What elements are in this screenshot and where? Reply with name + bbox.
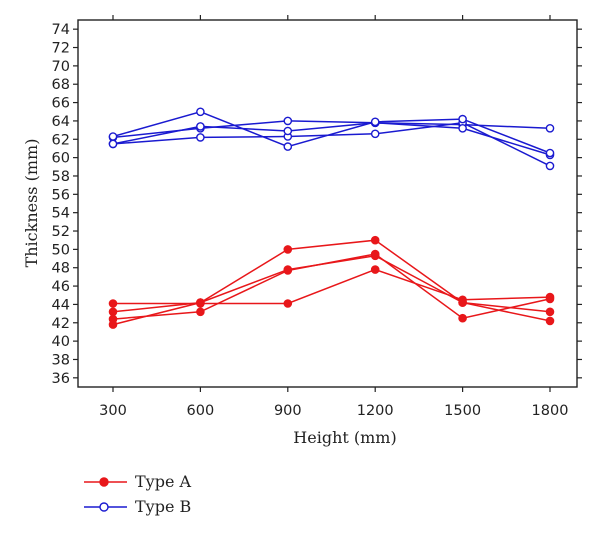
x-tick-label: 900 [274,403,302,419]
data-point-a [283,265,293,274]
data-point-b [458,114,467,124]
data-point-b [545,124,555,133]
y-tick-label: 68 [52,77,70,93]
series-line-b-7 [112,122,551,156]
data-point-b [283,116,293,126]
y-tick-label: 74 [52,22,70,38]
series-line-b-8 [112,111,551,154]
y-tick-label: 38 [52,352,70,368]
data-point-a [108,299,118,308]
series-line-b-6 [112,122,551,167]
data-point-b [196,122,205,131]
legend-label: Type B [135,497,191,516]
series-layer [108,107,555,329]
legend-marker [99,502,109,512]
data-point-b [196,107,205,117]
data-point-a [283,245,293,254]
data-point-a [196,298,205,307]
y-tick-label: 46 [52,279,70,295]
x-tick-label: 300 [99,403,127,419]
x-axis-title: Height (mm) [293,428,396,447]
series-line-a-4 [112,255,551,326]
data-point-b [370,129,380,139]
data-point-a [545,316,555,326]
data-point-b [108,132,118,141]
y-tick-label: 48 [52,261,70,277]
y-tick-label: 60 [52,151,70,167]
y-tick-label: 42 [52,316,70,332]
legend: Type A Type B [84,472,192,516]
data-point-a [370,235,380,245]
data-point-b [370,117,380,127]
series-line-a-2 [112,239,551,313]
data-point-a [196,307,205,317]
legend-label: Type A [135,472,192,491]
y-tick-label: 56 [52,187,70,203]
y-tick-label: 66 [52,96,70,112]
y-tick-label: 52 [52,224,70,240]
x-tick-label: 1500 [444,403,481,419]
data-point-b [545,161,555,171]
y-axis: 36 38 40 42 44 46 48 50 52 54 56 58 60 62 64 66 68 70 72 74 [52,22,582,387]
x-tick-label: 1800 [532,403,569,419]
y-tick-label: 58 [52,169,70,185]
data-point-a [283,299,293,308]
plot-frame [77,19,578,388]
data-point-b [545,148,555,158]
data-point-a [458,298,467,307]
data-point-b [283,142,293,151]
data-point-b [196,133,205,142]
data-point-b [458,124,467,133]
data-point-b [108,139,118,149]
data-point-a [545,294,555,304]
data-point-b [283,126,293,136]
y-tick-label: 50 [52,242,70,258]
y-tick-label: 44 [52,297,70,313]
y-tick-label: 40 [52,334,70,350]
legend-marker [99,477,109,487]
data-point-a [458,313,467,323]
data-point-a [108,320,118,329]
y-tick-label: 62 [52,132,70,148]
y-tick-label: 70 [52,59,70,75]
data-point-a [370,265,380,274]
y-tick-label: 54 [52,206,70,222]
data-point-a [545,307,555,317]
y-tick-label: 72 [52,41,70,57]
data-point-a [370,251,380,261]
x-axis: 300 600 900 1200 1500 1800 [99,15,568,419]
x-tick-label: 1200 [357,403,394,419]
y-tick-label: 36 [52,371,70,387]
y-axis-title: Thickness (mm) [22,139,41,268]
data-point-a [108,307,118,317]
series-line-a-1 [113,268,551,305]
x-tick-label: 600 [187,403,215,419]
y-tick-label: 64 [52,114,70,130]
